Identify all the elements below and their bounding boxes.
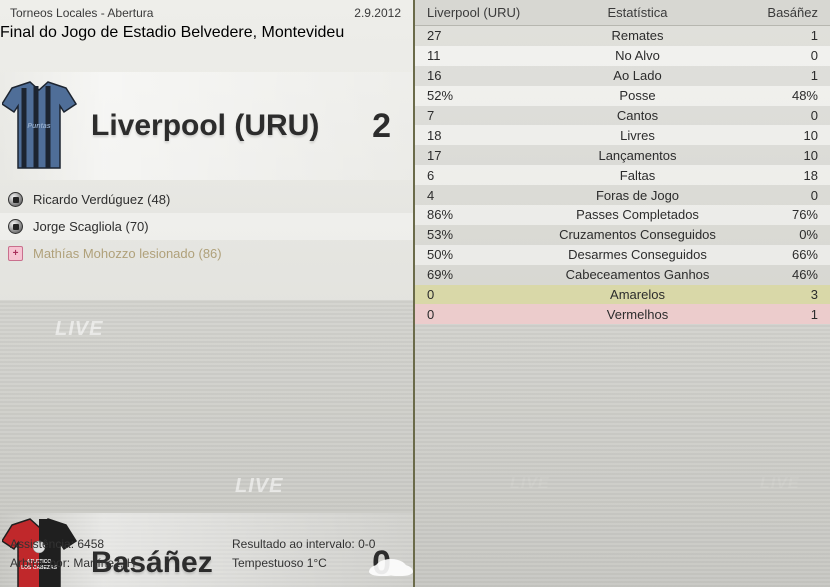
- live-watermark-2: LIVE: [235, 475, 283, 498]
- home-team-jersey-icon: Puntas: [2, 80, 77, 172]
- match-stats-panel: LIVE LIVE LIVE LIVE Liverpool (URU) Esta…: [415, 0, 830, 587]
- match-meta-bar: Torneos Locales - Abertura 2.9.2012: [0, 0, 413, 24]
- crowd-background-image-right: [415, 300, 830, 587]
- stats-header-away: Basáñez: [720, 5, 830, 20]
- home-event-row-2: + Mathías Mohozzo lesionado (86): [0, 240, 413, 267]
- home-team-score: 2: [372, 107, 391, 146]
- home-event-text-0: Ricardo Verdúguez (48): [33, 192, 170, 207]
- stats-row-3: 52% Posse 48%: [415, 86, 830, 106]
- stats-row-5: 18 Livres 10: [415, 125, 830, 145]
- stats-row-6: 17 Lançamentos 10: [415, 145, 830, 165]
- stats-row-12: 69% Cabeceamentos Ganhos 46%: [415, 265, 830, 285]
- stats-table-header: Liverpool (URU) Estatística Basáñez: [415, 0, 830, 26]
- stats-table-body: 27 Remates 1 11 No Alvo 0 16 Ao Lado 1 5…: [415, 26, 830, 324]
- match-footer-left: Assistência: 6458 Arbtro. por: Martínez,…: [10, 535, 135, 573]
- match-venue-label: Final do Jogo de Estadio Belvedere, Mont…: [0, 24, 413, 42]
- weather-label: Tempestuoso 1°C: [232, 554, 375, 573]
- goal-icon: [8, 192, 23, 207]
- home-event-row-0: Ricardo Verdúguez (48): [0, 186, 413, 213]
- attendance-label: Assistência: 6458: [10, 535, 135, 554]
- home-event-text-1: Jorge Scagliola (70): [33, 219, 149, 234]
- stats-row-13: 0 Amarelos 3: [415, 285, 830, 305]
- stats-row-0: 27 Remates 1: [415, 26, 830, 46]
- match-footer-right: Resultado ao intervalo: 0-0 Tempestuoso …: [232, 535, 375, 573]
- home-team-events-list: Ricardo Verdúguez (48) Jorge Scagliola (…: [0, 180, 413, 273]
- match-date-label: 2.9.2012: [354, 6, 401, 20]
- halftime-label: Resultado ao intervalo: 0-0: [232, 535, 375, 554]
- stats-row-10: 53% Cruzamentos Conseguidos 0%: [415, 225, 830, 245]
- stats-row-2: 16 Ao Lado 1: [415, 66, 830, 86]
- home-event-text-2: Mathías Mohozzo lesionado (86): [33, 246, 222, 261]
- stats-header-home: Liverpool (URU): [415, 5, 555, 20]
- stats-row-7: 6 Faltas 18: [415, 165, 830, 185]
- stats-header-mid: Estatística: [555, 5, 720, 20]
- live-watermark-1: LIVE: [55, 318, 103, 341]
- goal-icon: [8, 219, 23, 234]
- stats-row-4: 7 Cantos 0: [415, 106, 830, 126]
- stats-row-1: 11 No Alvo 0: [415, 46, 830, 66]
- home-team-name: Liverpool (URU): [91, 109, 319, 143]
- svg-text:Puntas: Puntas: [27, 123, 50, 130]
- stats-row-11: 50% Desarmes Conseguidos 66%: [415, 245, 830, 265]
- home-team-header: Puntas Liverpool (URU) 2: [0, 72, 413, 180]
- match-summary-panel: LIVE LIVE Torneos Locales - Abertura 2.9…: [0, 0, 415, 587]
- stats-row-14: 0 Vermelhos 1: [415, 304, 830, 324]
- weather-cloud-icon: [375, 559, 407, 575]
- tournament-label: Torneos Locales - Abertura: [10, 6, 153, 20]
- referee-label: Arbtro. por: Martínez, H: [10, 554, 135, 573]
- injury-icon: +: [8, 246, 23, 261]
- match-report-page: LIVE LIVE Torneos Locales - Abertura 2.9…: [0, 0, 830, 587]
- home-event-row-1: Jorge Scagliola (70): [0, 213, 413, 240]
- stats-row-9: 86% Passes Completados 76%: [415, 205, 830, 225]
- stats-row-8: 4 Foras de Jogo 0: [415, 185, 830, 205]
